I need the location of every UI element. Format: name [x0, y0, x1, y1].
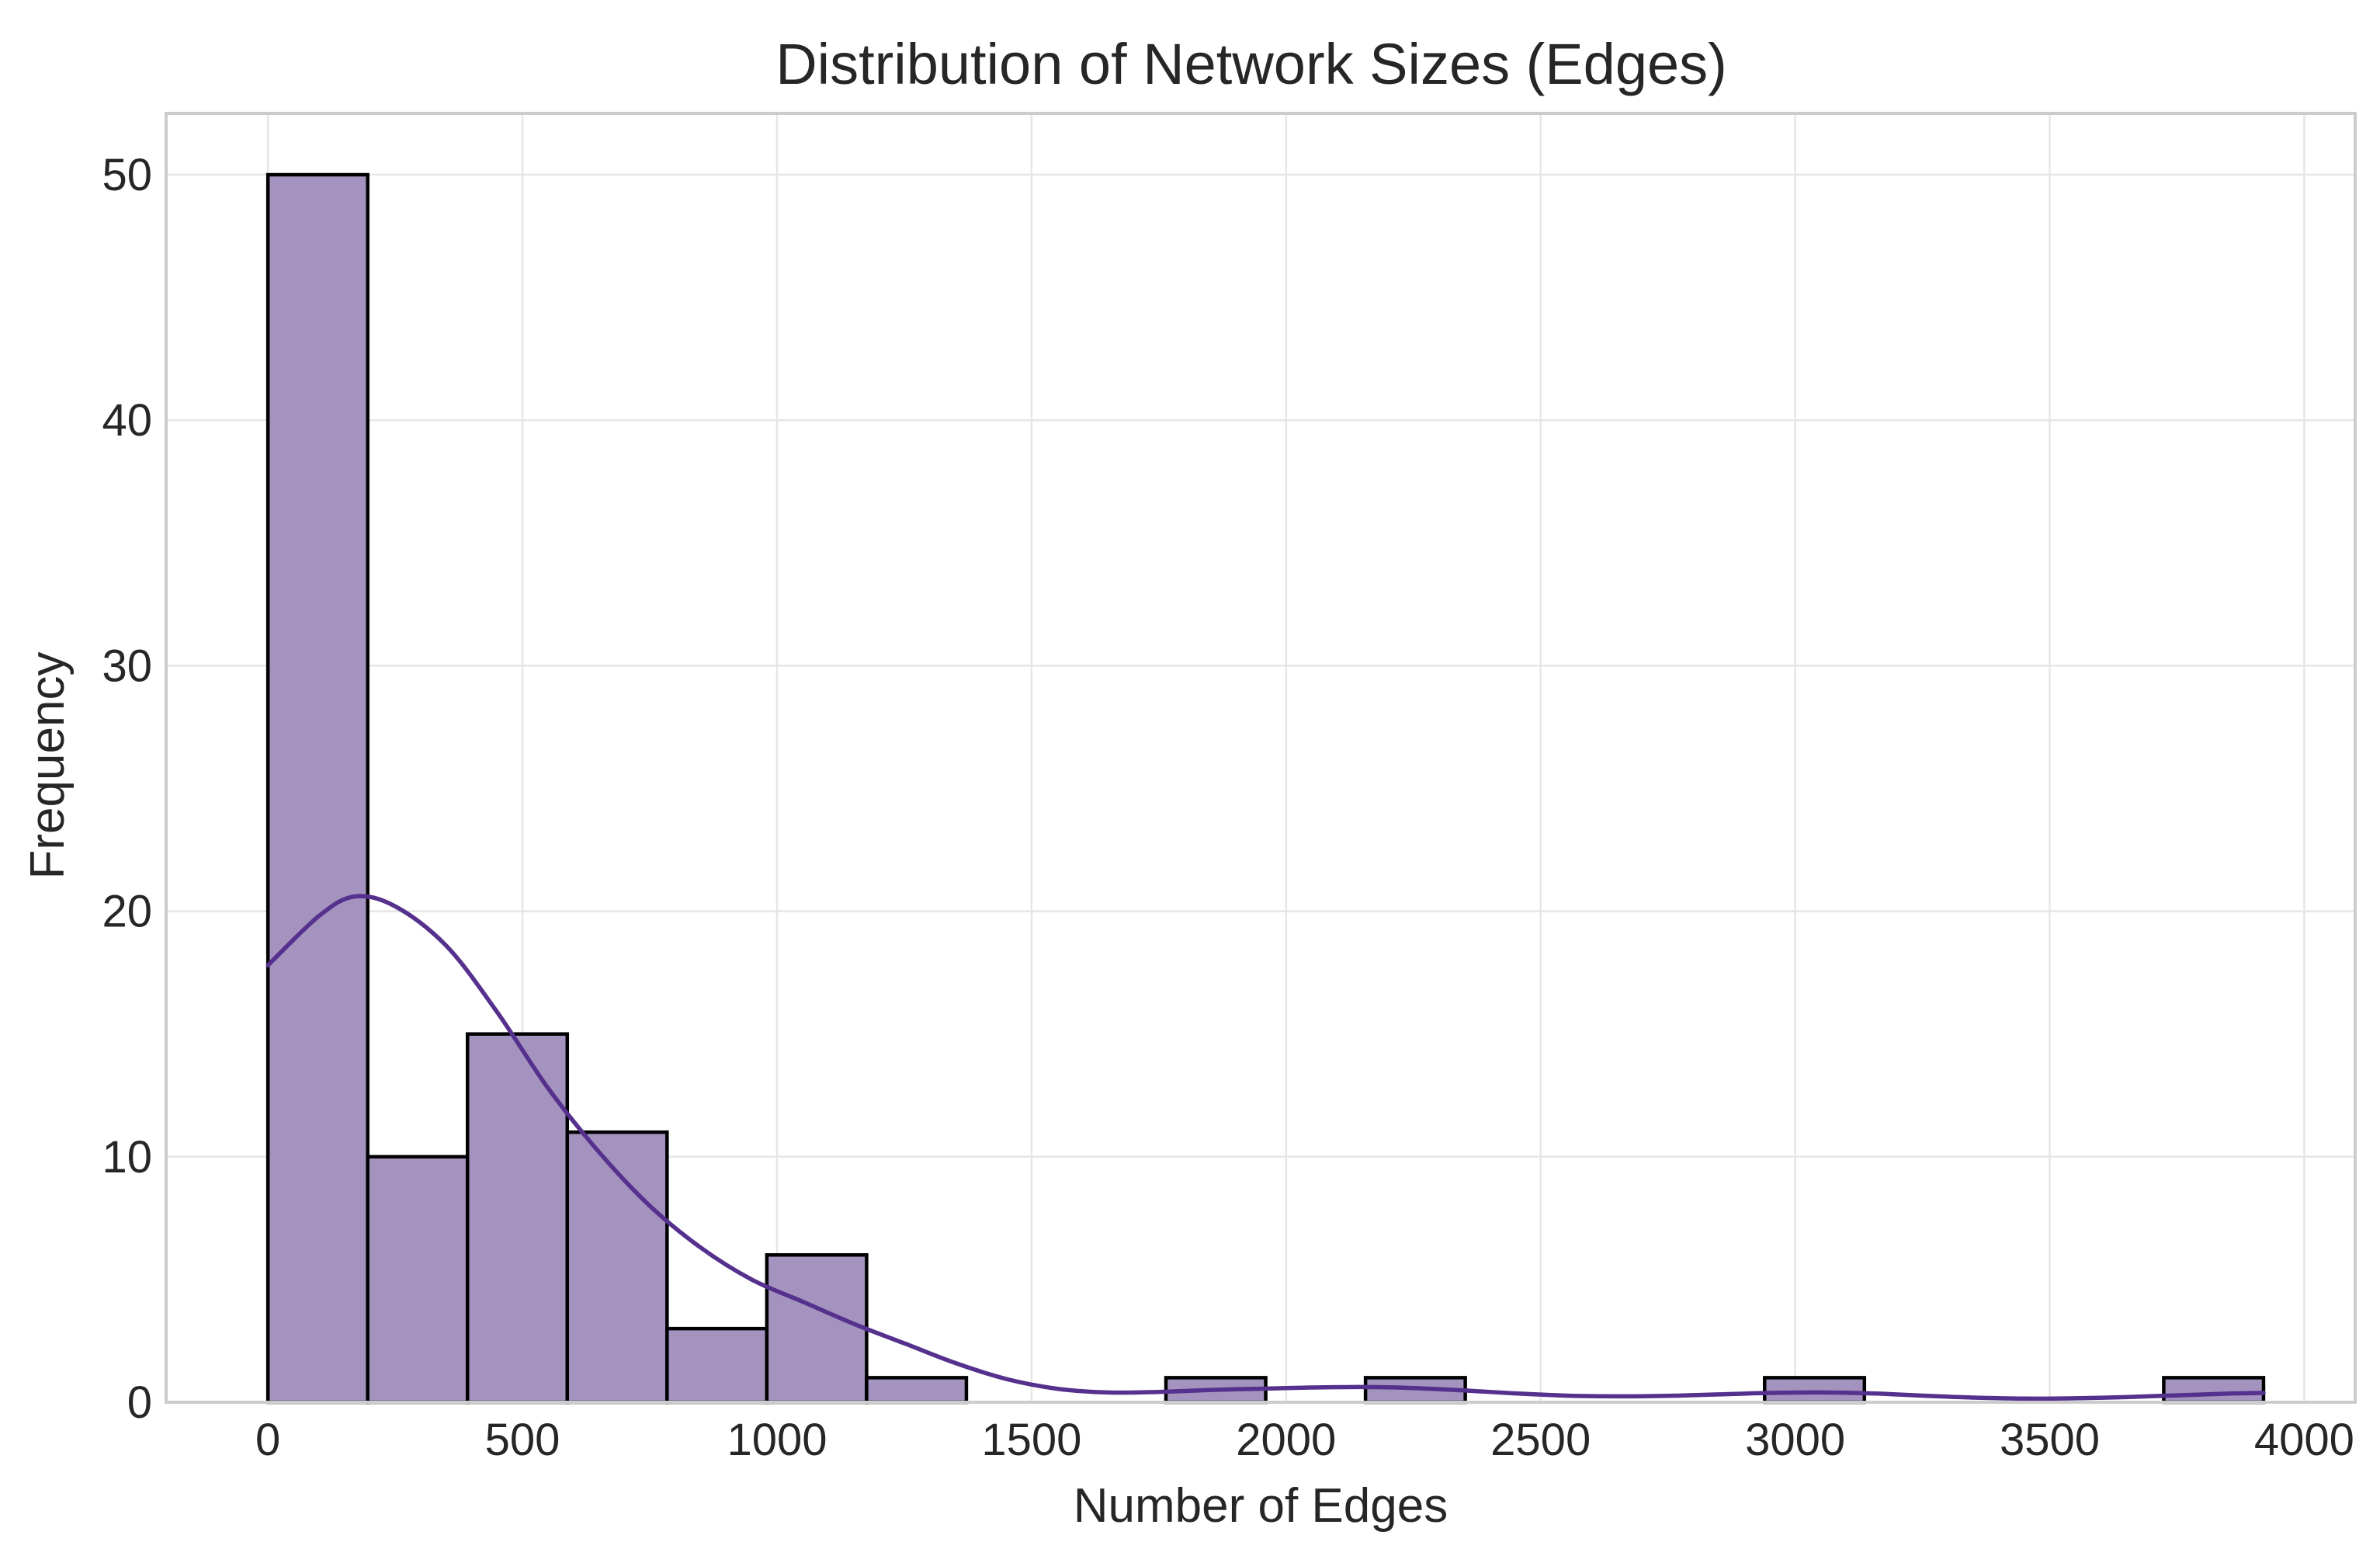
histogram-bar [565, 1130, 669, 1405]
y-tick-label: 50 [102, 150, 152, 200]
x-tick-labels: 0 500 1000 1500 2000 2500 3000 3500 4000 [255, 1415, 2354, 1465]
x-tick-label: 3500 [2000, 1415, 2100, 1465]
histogram-bar [865, 1376, 969, 1405]
histogram-bar [765, 1253, 869, 1405]
x-tick-label: 2500 [1490, 1415, 1591, 1465]
x-tick-label: 500 [485, 1415, 560, 1465]
y-tick-labels: 0 10 20 30 40 50 [102, 150, 152, 1428]
x-tick-label: 2000 [1236, 1415, 1336, 1465]
y-axis-label: Frequency [21, 652, 75, 880]
histogram-bar [265, 172, 369, 1405]
plot-frame [165, 112, 2357, 1404]
y-tick-label: 30 [102, 641, 152, 691]
y-tick-label: 20 [102, 887, 152, 937]
chart-title: Distribution of Network Sizes (Edges) [775, 32, 1727, 96]
x-tick-label: 4000 [2254, 1415, 2354, 1465]
x-axis-label: Number of Edges [1074, 1479, 1448, 1533]
histogram-bar [1763, 1376, 1867, 1405]
kde-curve-layer [265, 894, 2266, 1401]
histogram-bar [366, 1155, 470, 1405]
y-tick-label: 40 [102, 395, 152, 446]
kde-curve [265, 894, 2266, 1401]
x-tick-label: 1000 [727, 1415, 827, 1465]
histogram-bar [2162, 1376, 2266, 1405]
y-tick-label: 0 [127, 1377, 152, 1428]
histogram-bar [465, 1032, 570, 1405]
y-tick-label: 10 [102, 1132, 152, 1183]
x-tick-label: 0 [255, 1415, 280, 1465]
x-tick-label: 1500 [981, 1415, 1081, 1465]
histogram-bar [665, 1326, 769, 1405]
x-tick-label: 3000 [1745, 1415, 1845, 1465]
histogram-bars [265, 172, 2266, 1405]
